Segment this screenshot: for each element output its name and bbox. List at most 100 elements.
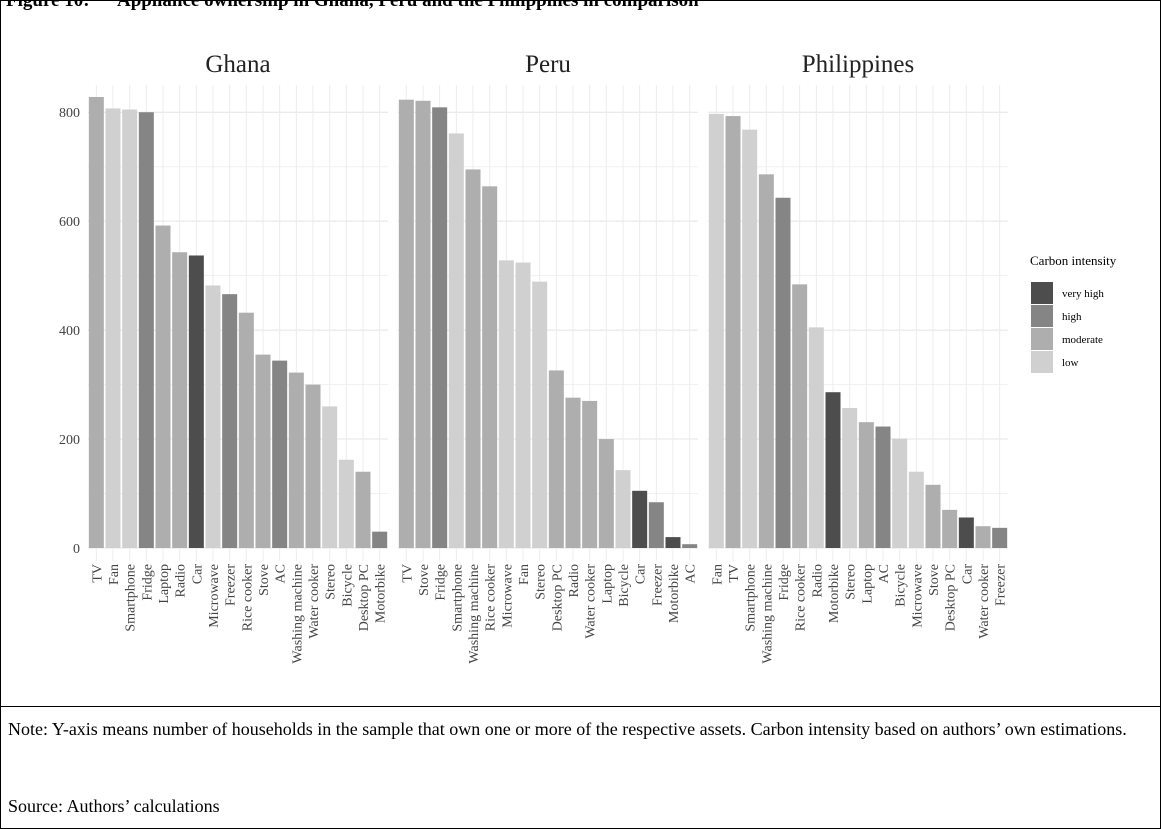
bar bbox=[255, 354, 271, 548]
x-tick-label: Microwave bbox=[207, 564, 222, 628]
bar bbox=[908, 471, 924, 548]
bar bbox=[858, 422, 874, 548]
x-tick-label: Stove bbox=[927, 564, 942, 596]
bar bbox=[432, 107, 448, 548]
bar bbox=[122, 109, 138, 548]
bar bbox=[288, 372, 304, 548]
x-tick-label: Laptop bbox=[600, 564, 615, 604]
x-tick-label: Fan bbox=[107, 564, 122, 585]
x-tick-label: Motorbike bbox=[374, 564, 389, 623]
y-tick-label: 400 bbox=[59, 324, 80, 339]
legend-key bbox=[1031, 282, 1053, 304]
note-separator bbox=[0, 706, 1161, 707]
x-tick-label: Motorbike bbox=[827, 564, 842, 623]
figure-source: Source: Authors’ calculations bbox=[8, 796, 220, 816]
bar bbox=[138, 112, 154, 548]
x-tick-label: Bicycle bbox=[894, 564, 909, 607]
legend-key bbox=[1031, 305, 1053, 327]
x-tick-label: Microwave bbox=[910, 564, 925, 628]
bar bbox=[598, 439, 614, 548]
x-tick-label: Smartphone bbox=[450, 564, 465, 632]
bar bbox=[808, 327, 824, 548]
x-tick-label: Water cooker bbox=[977, 564, 992, 639]
x-tick-label: Radio bbox=[567, 564, 582, 597]
bar bbox=[305, 384, 321, 548]
bar bbox=[775, 197, 791, 548]
x-tick-label: Rice cooker bbox=[240, 564, 255, 632]
bar bbox=[482, 186, 498, 548]
panel-background bbox=[398, 85, 698, 561]
legend-label: high bbox=[1062, 311, 1082, 323]
legend-label: moderate bbox=[1062, 334, 1103, 346]
x-tick-label: Fan bbox=[710, 564, 725, 585]
bar bbox=[372, 531, 388, 548]
panel-title: Ghana bbox=[205, 51, 270, 78]
bar bbox=[498, 260, 514, 548]
bar bbox=[992, 527, 1008, 548]
x-tick-label: Freezer bbox=[994, 564, 1009, 606]
bar bbox=[355, 471, 371, 548]
x-tick-label: AC bbox=[274, 564, 289, 583]
x-tick-label: Laptop bbox=[157, 564, 172, 604]
bar bbox=[758, 174, 774, 548]
bar bbox=[465, 169, 481, 548]
bar bbox=[532, 281, 548, 548]
y-tick-label: 600 bbox=[59, 215, 80, 230]
panel-title: Peru bbox=[525, 51, 571, 78]
x-tick-label: Fridge bbox=[777, 564, 792, 601]
x-tick-label: Fridge bbox=[434, 564, 449, 601]
legend-title: Carbon intensity bbox=[1030, 253, 1117, 268]
legend-label: low bbox=[1062, 357, 1079, 369]
bar bbox=[448, 133, 464, 548]
x-tick-label: TV bbox=[727, 564, 742, 583]
x-tick-label: Water cooker bbox=[584, 564, 599, 639]
y-tick-label: 0 bbox=[73, 542, 80, 557]
bar bbox=[338, 459, 354, 548]
panel-background bbox=[88, 85, 388, 561]
bar bbox=[155, 225, 171, 548]
x-tick-label: Laptop bbox=[860, 564, 875, 604]
x-tick-label: Desktop PC bbox=[550, 564, 565, 631]
bar bbox=[582, 400, 598, 548]
bar bbox=[632, 490, 648, 548]
panel-title: Philippines bbox=[802, 51, 915, 78]
x-tick-label: Washing machine bbox=[290, 564, 305, 664]
x-tick-label: Stereo bbox=[324, 564, 339, 600]
bar bbox=[958, 517, 974, 548]
bar bbox=[892, 438, 908, 548]
figure-note: Note: Y-axis means number of households … bbox=[8, 719, 1127, 739]
legend-key bbox=[1031, 328, 1053, 350]
x-tick-label: Car bbox=[190, 564, 205, 585]
bar bbox=[105, 108, 121, 548]
bar bbox=[792, 284, 808, 548]
x-tick-label: Rice cooker bbox=[794, 564, 809, 632]
x-tick-label: Microwave bbox=[500, 564, 515, 628]
bar bbox=[238, 312, 254, 548]
x-tick-label: Rice cooker bbox=[484, 564, 499, 632]
x-tick-label: Motorbike bbox=[667, 564, 682, 623]
bar bbox=[515, 262, 531, 548]
x-tick-label: Bicycle bbox=[340, 564, 355, 607]
bar bbox=[565, 397, 581, 548]
bar bbox=[665, 537, 681, 548]
x-tick-label: Radio bbox=[174, 564, 189, 597]
bar bbox=[398, 99, 414, 548]
x-tick-label: Fan bbox=[517, 564, 532, 585]
x-tick-label: Water cooker bbox=[307, 564, 322, 639]
bar bbox=[648, 502, 664, 548]
x-tick-label: Desktop PC bbox=[357, 564, 372, 631]
bar bbox=[708, 113, 724, 548]
x-tick-label: TV bbox=[400, 564, 415, 583]
x-tick-label: AC bbox=[877, 564, 892, 583]
bar bbox=[975, 526, 991, 548]
bar bbox=[222, 294, 238, 548]
x-tick-label: Washing machine bbox=[467, 564, 482, 664]
panel-background bbox=[708, 85, 1008, 561]
bar bbox=[322, 406, 338, 548]
x-tick-label: Smartphone bbox=[744, 564, 759, 632]
bar bbox=[742, 129, 758, 548]
x-tick-label: Car bbox=[634, 564, 649, 585]
bar bbox=[942, 509, 958, 548]
bar bbox=[415, 100, 431, 548]
